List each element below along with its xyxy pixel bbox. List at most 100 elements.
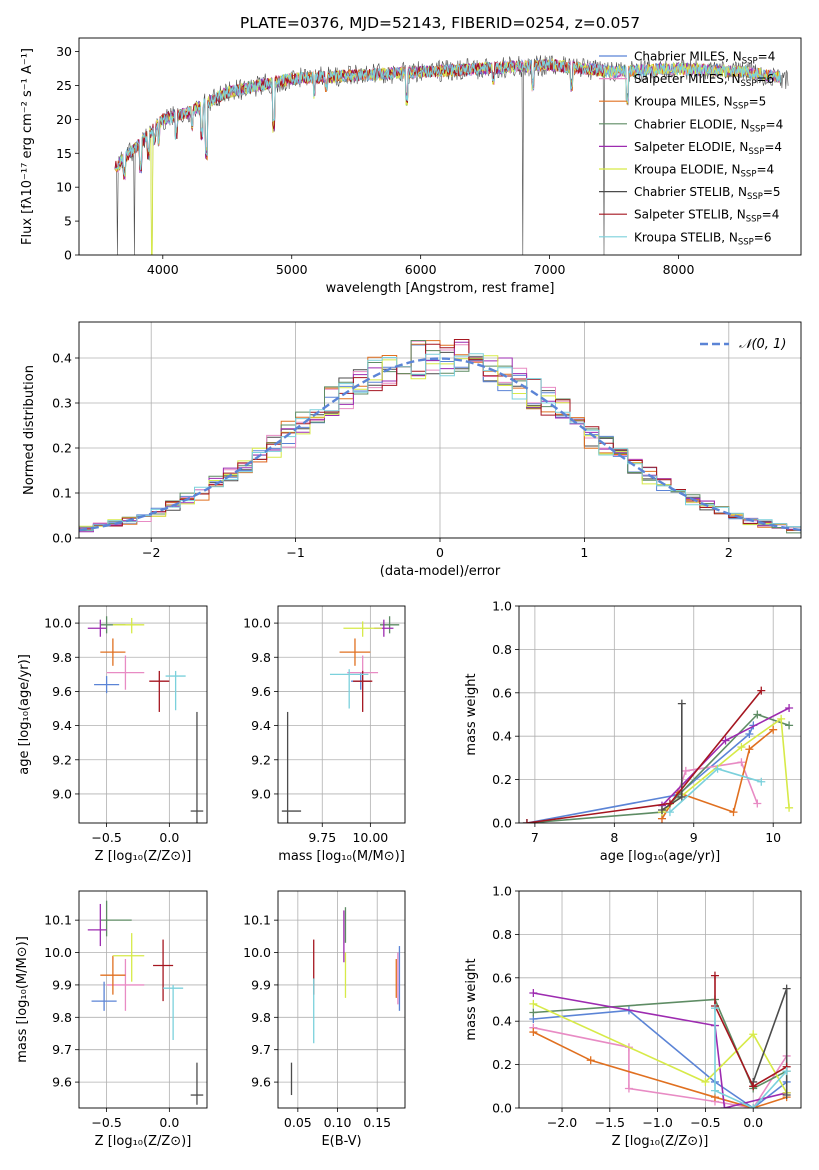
spectrum-xtick-label: 7000 xyxy=(534,262,566,277)
weight_vs_age-marker xyxy=(785,721,794,730)
spectrum-legend-label: Salpeter MILES, NSSP=6 xyxy=(634,72,774,89)
age_vs_Z-xlabel: Z [log₁₀(Z/Z⊙)] xyxy=(95,849,192,864)
weight_vs_Z-xtick-label: −1.5 xyxy=(595,1115,625,1130)
spectrum-xtick-label: 5000 xyxy=(276,262,308,277)
age_vs_mass-point-8 xyxy=(329,669,369,709)
weight_vs_age-xlabel: age [log₁₀(age/yr)] xyxy=(600,849,721,864)
axes-frame xyxy=(518,890,802,1109)
age_vs_mass-point-7 xyxy=(353,670,373,712)
mass_vs_ebv-xtick-label: 0.05 xyxy=(284,1115,312,1130)
spectrum-legend-suffix: =5 xyxy=(749,95,767,109)
weight_vs_age-series-7 xyxy=(526,690,762,823)
mass_vs_Z-plot-area xyxy=(79,891,207,1108)
spectrum-legend-label: Kroupa MILES, NSSP=5 xyxy=(634,95,766,112)
weight_vs_age-xtick-label: 7 xyxy=(531,830,539,845)
mass_vs_Z-point-4 xyxy=(87,903,107,947)
weight_vs_age-series-2 xyxy=(661,729,774,820)
mass_vs_ebv-plot-area xyxy=(278,891,405,1108)
weight_vs_Z-marker xyxy=(710,1086,719,1095)
spectrum-legend-label: Kroupa STELIB, NSSP=6 xyxy=(634,230,772,247)
residuals-xtick-label: −1 xyxy=(286,545,304,560)
weight_vs_Z-ytick-label: 0.8 xyxy=(492,927,512,942)
weight_vs_age-panel: 7 8 9 10 0.0 0.2 0.4 0.6 0.8 1.0 age [log₁₀(age/yr… xyxy=(464,599,802,864)
weight_vs_age-ytick-label: 0.6 xyxy=(492,685,512,700)
residuals-xtick-label: −2 xyxy=(142,545,160,560)
weight_vs_Z-xlabel: Z [log₁₀(Z/Z⊙)] xyxy=(612,1134,709,1149)
weight_vs_age-marker xyxy=(753,710,762,719)
mass_vs_Z-panel: −0.5 0.0 9.6 9.7 9.8 9.9 10.0 10.1 Z [log₁₀(Z/Z⊙… xyxy=(15,890,208,1149)
weight_vs_Z-plot-area xyxy=(519,891,801,1108)
weight_vs_Z-marker xyxy=(710,971,719,980)
age_vs_mass-point-5 xyxy=(343,621,382,637)
residuals-ylabel: Normed distribution xyxy=(22,365,37,495)
weight_vs_age-ylabel: mass weight xyxy=(464,673,479,755)
weight_vs_age-marker xyxy=(745,745,754,754)
weight_vs_Z-series-5 xyxy=(532,1003,788,1094)
residuals-plot-area xyxy=(79,322,801,538)
weight_vs_age-series-0 xyxy=(526,725,755,823)
weight_vs_age-xtick-label: 9 xyxy=(690,830,698,845)
weight_vs_Z-marker xyxy=(710,1004,719,1013)
mass_vs_Z-ytick-label: 9.8 xyxy=(52,1010,72,1025)
mass_vs_Z-xtick-label: −0.5 xyxy=(91,1115,121,1130)
weight_vs_age-marker xyxy=(677,792,686,801)
age_vs_mass-plot-area xyxy=(278,606,405,823)
spectrum-legend-suffix: =4 xyxy=(762,208,780,222)
axes-frame xyxy=(78,37,802,256)
weight_vs_age-marker xyxy=(785,703,794,712)
spectrum-ytick-label: 25 xyxy=(56,78,72,93)
mass_vs_ebv-ytick-label: 10.0 xyxy=(243,945,271,960)
residual-legend-label: 𝒩(0, 1) xyxy=(739,337,786,352)
weight_vs_Z-marker xyxy=(782,1090,791,1099)
residuals-ytick-label: 0.2 xyxy=(52,441,72,456)
age_vs_mass-panel: 9.75 10.00 9.0 9.2 9.4 9.6 9.8 10.0 mass [log₁₀(… xyxy=(243,605,406,864)
mass_vs_Z-point-3 xyxy=(100,900,132,937)
spectrum-ytick-label: 15 xyxy=(56,146,72,161)
mass_vs_Z-ytick-label: 10.0 xyxy=(44,945,72,960)
weight_vs_age-marker xyxy=(757,777,766,786)
spectrum-ytick-label: 10 xyxy=(56,180,72,195)
spectrum-legend-sub: SSP xyxy=(746,215,762,225)
weight_vs_Z-marker xyxy=(749,1104,758,1108)
weight_vs_Z-ytick-label: 0.0 xyxy=(492,1101,512,1116)
panels: 4000 5000 6000 7000 8000051015202530waveleng… xyxy=(15,37,802,1149)
spectrum-legend-suffix: =4 xyxy=(758,50,776,64)
age_vs_Z-ytick-label: 9.8 xyxy=(52,650,72,665)
spectrum-legend-label: Chabrier ELODIE, NSSP=4 xyxy=(634,117,783,134)
weight_vs_age-marker xyxy=(665,799,674,808)
mass_vs_ebv-xtick-label: 0.15 xyxy=(363,1115,391,1130)
spectrum-ytick-label: 5 xyxy=(64,214,72,229)
age_vs_mass-point-2 xyxy=(339,638,371,666)
weight_vs_Z-marker xyxy=(586,1056,595,1065)
age_vs_mass-ytick-label: 9.2 xyxy=(251,752,271,767)
weight_vs_Z-marker xyxy=(529,988,538,997)
weight_vs_Z-marker xyxy=(720,1104,729,1108)
weight_vs_age-marker xyxy=(721,736,730,745)
spectrum-ytick-label: 30 xyxy=(56,44,72,59)
mass_vs_ebv-ytick-label: 9.7 xyxy=(251,1042,271,1057)
spectrum-legend-label: Salpeter STELIB, NSSP=4 xyxy=(634,208,779,225)
weight_vs_age-marker xyxy=(677,699,686,708)
age_vs_Z-point-0 xyxy=(94,676,120,694)
age_vs_mass-xtick-label: 10.00 xyxy=(352,830,388,845)
weight_vs_age-ytick-label: 1.0 xyxy=(492,599,512,614)
weight_vs_Z-xtick-label: −1.0 xyxy=(642,1115,672,1130)
spectrum-legend-sub: SSP xyxy=(741,79,757,89)
weight_vs_Z-marker xyxy=(624,1084,633,1093)
residuals-panel: −2 −1 0 1 2 0.0 0.1 0.2 0.3 0.4 (data-model)/error… xyxy=(22,321,802,579)
spectrum-ylabel: Flux [fλ10⁻¹⁷ erg cm⁻² s⁻¹ A⁻¹] xyxy=(20,48,35,245)
axes-frame xyxy=(78,321,802,539)
age_vs_Z-point-5 xyxy=(112,617,145,634)
spectrum-legend-sub: SSP xyxy=(741,170,757,180)
weight_vs_Z-series-8 xyxy=(714,1008,788,1108)
weight_vs_Z-marker xyxy=(749,1082,758,1091)
spectrum-xlabel: wavelength [Angstrom, rest frame] xyxy=(326,281,555,296)
mass_vs_ebv-ytick-label: 10.1 xyxy=(243,913,271,928)
spectrum-legend-sub: SSP xyxy=(747,192,763,202)
mass_vs_Z-point-5 xyxy=(112,933,145,982)
residuals-ytick-label: 0.4 xyxy=(52,351,72,366)
mass_vs_ebv-xtick-label: 0.10 xyxy=(324,1115,352,1130)
mass_vs_ebv-ytick-label: 9.6 xyxy=(251,1075,271,1090)
spectrum-legend-suffix: =4 xyxy=(756,163,774,177)
age_vs_Z-point-6 xyxy=(190,711,204,823)
